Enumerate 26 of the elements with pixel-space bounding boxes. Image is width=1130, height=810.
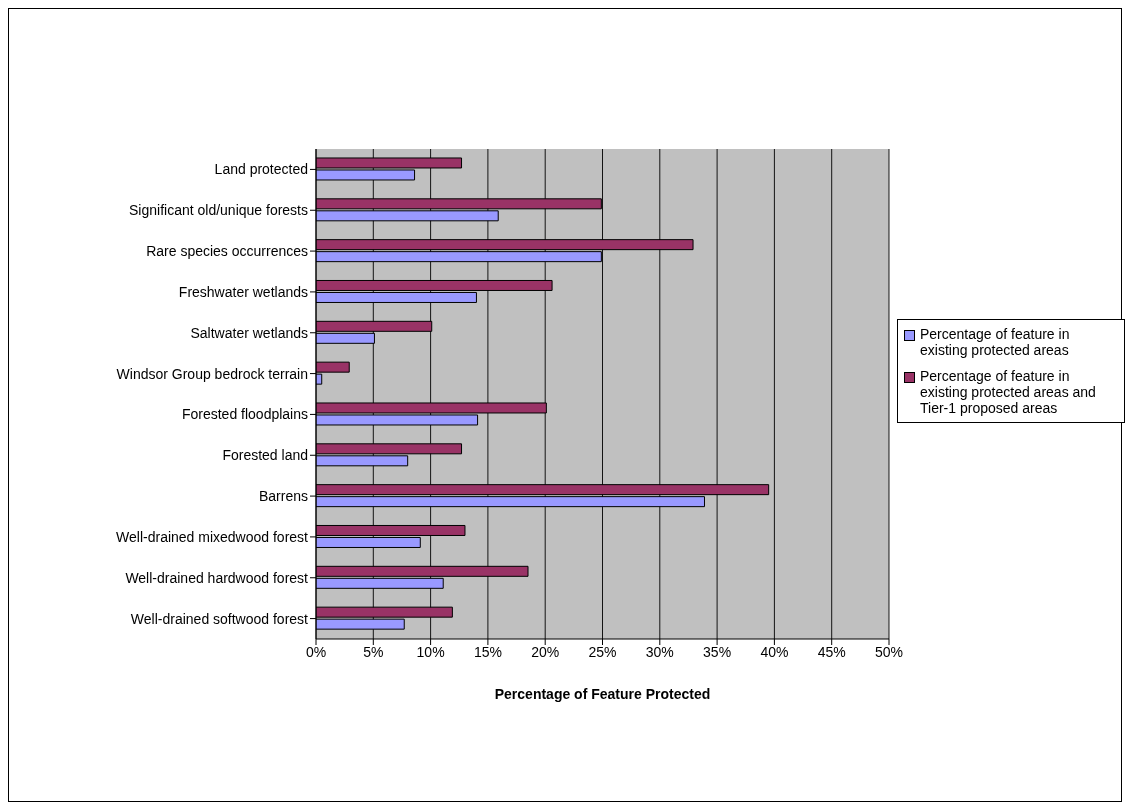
- y-tick-label: Land protected: [214, 161, 308, 178]
- y-tick-label: Saltwater wetlands: [190, 324, 308, 341]
- y-tick-label: Barrens: [258, 488, 308, 505]
- y-tick-label: Well-drained softwood forest: [130, 610, 309, 627]
- y-tick-label: Forested land: [222, 447, 308, 464]
- y-tick-label: Rare species occurrences: [146, 243, 308, 260]
- legend-label: Percentage of feature in existing protected areas and Tier-1 proposed areas: [920, 368, 1097, 416]
- x-tick-label: 35%: [703, 643, 732, 660]
- x-tick-label: 50%: [874, 643, 904, 660]
- x-tick-label: 0%: [305, 643, 327, 660]
- x-axis-title: Percentage of Feature Protected: [494, 686, 711, 702]
- y-tick-label: Significant old/unique forests: [129, 202, 308, 219]
- x-tick-label: 5%: [363, 643, 384, 660]
- x-tick-label: 40%: [760, 643, 789, 660]
- x-tick-label: 45%: [817, 643, 846, 660]
- y-tick-label: Freshwater wetlands: [178, 283, 308, 300]
- legend-label: Percentage of feature in existing protected areas: [920, 326, 1071, 358]
- y-tick-label: Well-drained mixedwood forest: [116, 528, 309, 545]
- y-tick-label: Forested floodplains: [181, 406, 308, 423]
- x-tick-label: 30%: [645, 643, 674, 660]
- x-tick-label: 25%: [588, 643, 617, 660]
- x-tick-label: 15%: [473, 643, 502, 660]
- x-tick-label: 20%: [531, 643, 560, 660]
- x-tick-label: 10%: [416, 643, 445, 660]
- y-tick-label: Well-drained hardwood forest: [125, 569, 309, 586]
- y-tick-label: Windsor Group bedrock terrain: [116, 365, 308, 382]
